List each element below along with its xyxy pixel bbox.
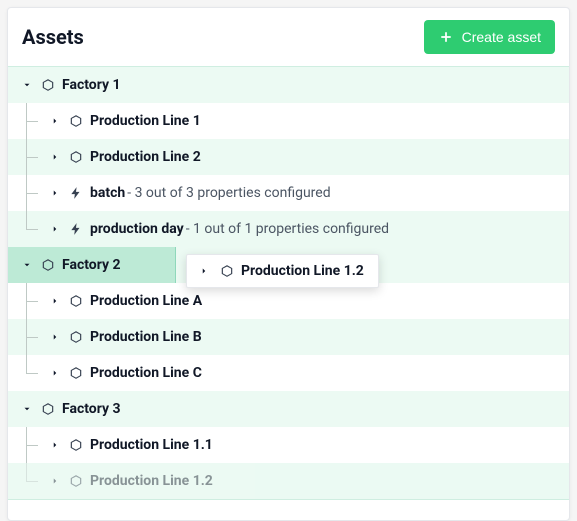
- chevron-right-icon[interactable]: [48, 222, 62, 236]
- tree-node-production-day[interactable]: production day - 1 out of 1 properties c…: [8, 211, 569, 247]
- drag-preview-label: Production Line 1.2: [241, 263, 364, 279]
- chevron-right-icon[interactable]: [48, 186, 62, 200]
- node-status: - 3 out of 3 properties configured: [127, 185, 330, 201]
- tree-node-factory-1[interactable]: Factory 1: [8, 67, 569, 103]
- cube-icon: [219, 263, 235, 279]
- chevron-right-icon[interactable]: [48, 114, 62, 128]
- bolt-icon: [68, 221, 84, 237]
- cube-icon: [68, 113, 84, 129]
- create-asset-label: Create asset: [462, 29, 541, 45]
- node-label: Factory 1: [62, 77, 121, 93]
- cube-icon: [68, 473, 84, 489]
- asset-tree: Factory 1 Production Line 1: [8, 66, 569, 500]
- node-label: Production Line B: [90, 329, 202, 345]
- tree-node-production-line-b[interactable]: Production Line B: [8, 319, 569, 355]
- assets-panel: Assets Create asset Factory 1: [7, 7, 570, 521]
- plus-icon: [438, 29, 454, 45]
- node-label: production day: [90, 221, 184, 237]
- tree-node-batch[interactable]: batch - 3 out of 3 properties configured: [8, 175, 569, 211]
- chevron-right-icon[interactable]: [48, 330, 62, 344]
- panel-header: Assets Create asset: [8, 8, 569, 66]
- page-title: Assets: [22, 25, 84, 49]
- chevron-right-icon[interactable]: [48, 438, 62, 452]
- tree-node-production-line-1-2-ghost[interactable]: Production Line 1.2: [8, 463, 569, 499]
- tree-node-production-line-c[interactable]: Production Line C: [8, 355, 569, 391]
- node-label: Production Line 1: [90, 113, 201, 129]
- tree-node-production-line-a[interactable]: Production Line A: [8, 283, 569, 319]
- chevron-down-icon[interactable]: [20, 402, 34, 416]
- bolt-icon: [68, 185, 84, 201]
- node-label: Production Line A: [90, 293, 202, 309]
- cube-icon: [68, 149, 84, 165]
- tree-node-production-line-2[interactable]: Production Line 2: [8, 139, 569, 175]
- node-label: Production Line 1.2: [90, 473, 213, 489]
- node-label: Factory 3: [62, 401, 121, 417]
- create-asset-button[interactable]: Create asset: [424, 20, 555, 54]
- node-label: Factory 2: [62, 257, 121, 273]
- cube-icon: [68, 329, 84, 345]
- node-label: Production Line 2: [90, 149, 201, 165]
- chevron-right-icon: [197, 264, 211, 278]
- chevron-right-icon[interactable]: [48, 294, 62, 308]
- node-label: Production Line 1.1: [90, 437, 213, 453]
- node-label: batch: [90, 185, 125, 201]
- cube-icon: [40, 401, 56, 417]
- tree-node-production-line-1-1[interactable]: Production Line 1.1: [8, 427, 569, 463]
- cube-icon: [68, 293, 84, 309]
- chevron-right-icon[interactable]: [48, 150, 62, 164]
- cube-icon: [40, 257, 56, 273]
- chevron-right-icon[interactable]: [48, 474, 62, 488]
- tree-node-production-line-1[interactable]: Production Line 1: [8, 103, 569, 139]
- chevron-down-icon[interactable]: [20, 258, 34, 272]
- cube-icon: [40, 77, 56, 93]
- node-label: Production Line C: [90, 365, 202, 381]
- chevron-right-icon[interactable]: [48, 366, 62, 380]
- cube-icon: [68, 437, 84, 453]
- cube-icon: [68, 365, 84, 381]
- drag-preview-chip[interactable]: Production Line 1.2: [186, 254, 379, 288]
- chevron-down-icon[interactable]: [20, 78, 34, 92]
- tree-node-factory-3[interactable]: Factory 3: [8, 391, 569, 427]
- node-status: - 1 out of 1 properties configured: [186, 221, 389, 237]
- tree-node-factory-2[interactable]: Factory 2: [8, 247, 176, 283]
